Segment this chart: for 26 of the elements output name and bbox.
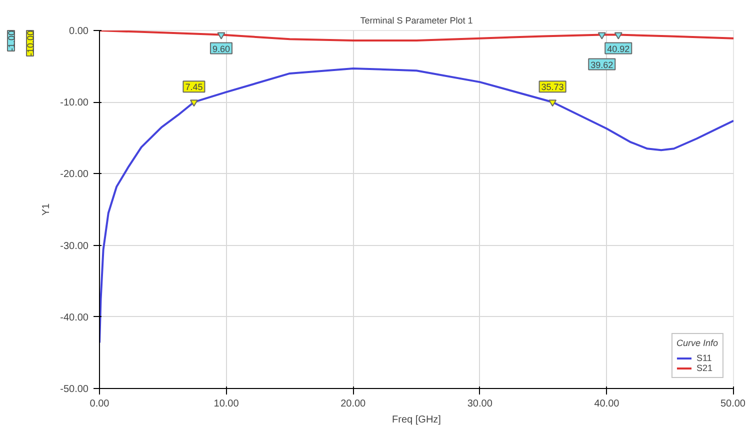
legend-label: S11 xyxy=(696,353,713,363)
annotation: 39.62 xyxy=(590,60,614,70)
y-tick-label: -10.00 xyxy=(60,98,89,109)
x-tick-label: 30.00 xyxy=(467,398,493,410)
x-tick-label: 0.00 xyxy=(90,398,110,410)
y-tick-label: -50.00 xyxy=(60,384,89,395)
chart-title: Terminal S Parameter Plot 1 xyxy=(360,16,473,26)
legend-label: S21 xyxy=(696,363,714,373)
legend-title: Curve Info xyxy=(676,338,718,348)
x-tick-label: 50.00 xyxy=(720,398,746,410)
y-tick-label: 0.00 xyxy=(69,26,89,37)
text: -1.00 xyxy=(6,30,16,52)
x-tick-label: 20.00 xyxy=(340,398,366,410)
x-axis-title: Freq [GHz] xyxy=(392,414,442,426)
x-tick-label: 10.00 xyxy=(214,398,240,410)
annotation: 9.60 xyxy=(212,44,230,54)
y-tick-label: -30.00 xyxy=(60,240,89,252)
annotation: 40.92 xyxy=(607,44,630,54)
annotation: 7.45 xyxy=(185,82,203,92)
y-tick-label: -40.00 xyxy=(60,312,89,324)
line-series xyxy=(100,30,734,42)
x-tick-label: 40.00 xyxy=(594,398,620,410)
y-axis-title: Y1 xyxy=(41,202,52,216)
y-tick-label: -20.00 xyxy=(60,169,89,180)
text: -10.00 xyxy=(26,30,36,56)
annotation: 35.73 xyxy=(541,82,564,92)
